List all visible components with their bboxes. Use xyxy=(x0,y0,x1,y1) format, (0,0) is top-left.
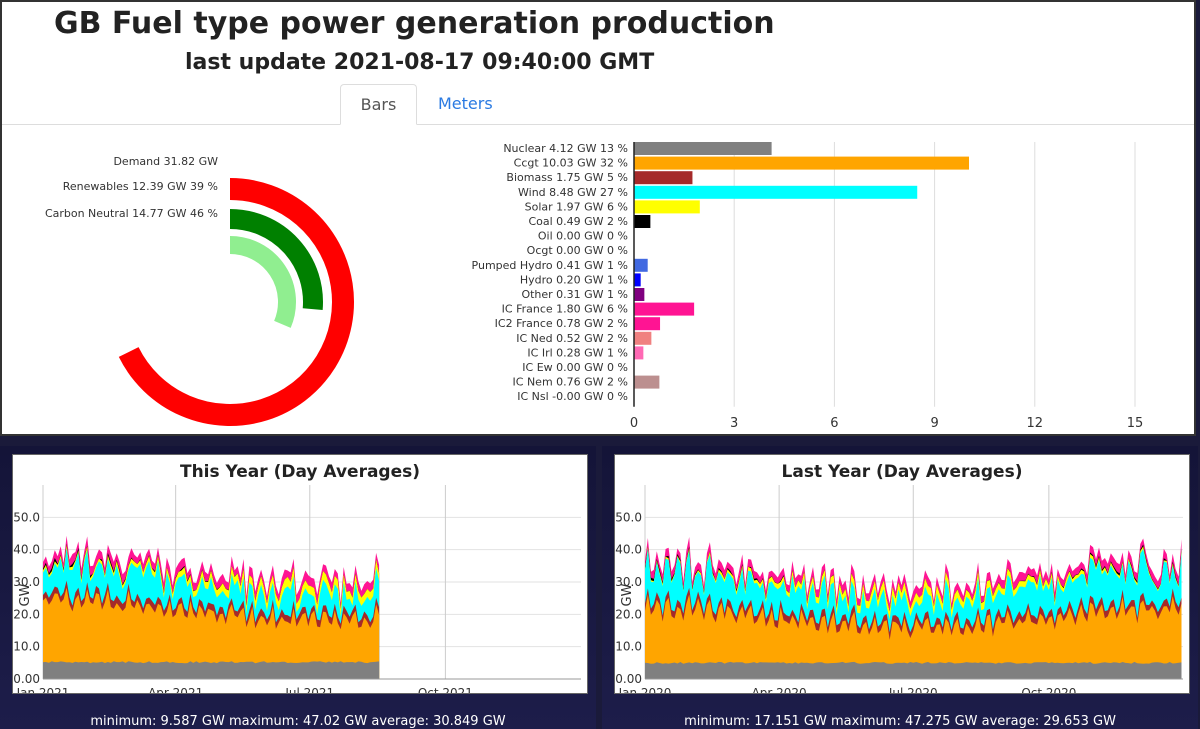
bar-11 xyxy=(634,302,695,316)
radial-label-2: Carbon Neutral 14.77 GW 46 % xyxy=(45,207,218,220)
bar-0 xyxy=(634,142,772,155)
this-year-card: This Year (Day Averages) GW 0.00 10.0 20.0 30… xyxy=(12,454,588,700)
area-ylabel: GW xyxy=(620,583,635,606)
bar-3 xyxy=(634,185,918,199)
area-ytick-5: 50.0 xyxy=(13,510,40,524)
bar-2 xyxy=(634,171,693,185)
tab-bars[interactable]: Bars xyxy=(340,84,417,125)
radial-arc-1 xyxy=(229,209,323,310)
bar-5 xyxy=(634,215,651,228)
area-ytick-2: 20.0 xyxy=(13,607,40,621)
area-layer-ccgt xyxy=(645,594,1182,679)
area-ytick-3: 30.0 xyxy=(615,575,642,589)
bar-label-15: IC Ew 0.00 GW 0 % xyxy=(522,361,628,374)
bar-label-11: IC France 1.80 GW 6 % xyxy=(502,303,628,316)
area-ylabel: GW xyxy=(18,583,33,606)
bar-xtick-0: 0 xyxy=(630,416,638,431)
area-layer-ccgt xyxy=(43,587,380,679)
last-year-panel: Last Year (Day Averages) GW 0.00 10.0 20.0 30… xyxy=(602,446,1198,729)
bar-8 xyxy=(634,258,648,272)
area-xtick-0: Jan 2021 xyxy=(16,686,70,693)
bar-12 xyxy=(634,317,661,331)
area-ytick-2: 20.0 xyxy=(615,607,642,621)
bar-10 xyxy=(634,288,645,301)
area-ytick-0: 0.00 xyxy=(615,672,642,686)
this-year-stats: minimum: 9.587 GW maximum: 47.02 GW aver… xyxy=(90,714,506,729)
area-layer-nuclear xyxy=(645,661,1182,679)
area-title: This Year (Day Averages) xyxy=(180,462,420,482)
bar-xtick-3: 9 xyxy=(930,416,938,431)
area-ytick-3: 30.0 xyxy=(13,575,40,589)
bar-4 xyxy=(634,200,700,214)
area-ytick-0: 0.00 xyxy=(13,672,40,686)
bar-label-8: Pumped Hydro 0.41 GW 1 % xyxy=(472,259,628,272)
area-title: Last Year (Day Averages) xyxy=(782,462,1023,482)
area-xtick-3: Oct 2021 xyxy=(418,686,473,693)
bar-label-12: IC2 France 0.78 GW 2 % xyxy=(495,317,628,330)
bar-label-3: Wind 8.48 GW 27 % xyxy=(518,186,628,199)
bar-label-5: Coal 0.49 GW 2 % xyxy=(528,215,628,228)
bar-xtick-1: 3 xyxy=(730,416,738,431)
fuel-type-bar-chart: 0 3 6 9 12 15 Nuclear 4.12 GW 13 % Ccgt 10.03 G… xyxy=(472,142,1144,431)
bar-label-13: IC Ned 0.52 GW 2 % xyxy=(516,332,628,345)
bar-label-2: Biomass 1.75 GW 5 % xyxy=(506,171,628,184)
bar-label-16: IC Nem 0.76 GW 2 % xyxy=(513,376,628,389)
bar-label-4: Solar 1.97 GW 6 % xyxy=(525,200,628,213)
bar-label-14: IC Irl 0.28 GW 1 % xyxy=(527,346,628,359)
area-xtick-3: Oct 2020 xyxy=(1021,686,1076,693)
area-ytick-1: 10.0 xyxy=(615,640,642,654)
bar-xtick-2: 6 xyxy=(830,416,838,431)
bar-xtick-5: 15 xyxy=(1127,416,1144,431)
bar-label-0: Nuclear 4.12 GW 13 % xyxy=(503,142,628,155)
bar-label-1: Ccgt 10.03 GW 32 % xyxy=(514,157,628,170)
area-ytick-4: 40.0 xyxy=(13,543,40,557)
last-year-card: Last Year (Day Averages) GW 0.00 10.0 20.0 30… xyxy=(614,454,1190,700)
view-tabs: Bars Meters xyxy=(2,84,1194,125)
area-xtick-2: Jul 2020 xyxy=(888,686,938,693)
bar-13 xyxy=(634,331,652,345)
overview-panel: GB Fuel type power generation production… xyxy=(0,0,1196,436)
bar-16 xyxy=(634,375,660,389)
area-xtick-0: Jan 2020 xyxy=(618,686,672,693)
area-xtick-1: Apr 2021 xyxy=(148,686,203,693)
last-year-area-chart: Last Year (Day Averages) GW 0.00 10.0 20.0 30… xyxy=(615,462,1183,700)
bar-label-10: Other 0.31 GW 1 % xyxy=(521,288,628,301)
radial-arc-2 xyxy=(229,236,296,328)
area-xtick-1: Apr 2020 xyxy=(752,686,807,693)
last-year-stats: minimum: 17.151 GW maximum: 47.275 GW av… xyxy=(684,714,1116,729)
this-year-area-chart: This Year (Day Averages) GW 0.00 10.0 20.0 30… xyxy=(13,462,581,700)
page-title: GB Fuel type power generation production xyxy=(54,6,775,41)
area-ytick-4: 40.0 xyxy=(615,543,642,557)
tab-meters[interactable]: Meters xyxy=(438,94,493,113)
demand-radial-chart: Demand 31.82 GW Renewables 12.39 GW 39 % C… xyxy=(45,155,354,426)
bar-label-7: Ocgt 0.00 GW 0 % xyxy=(527,244,628,257)
bar-label-6: Oil 0.00 GW 0 % xyxy=(538,230,628,243)
bar-label-17: IC Nsl -0.00 GW 0 % xyxy=(517,390,628,403)
bar-9 xyxy=(634,273,641,287)
this-year-panel: This Year (Day Averages) GW 0.00 10.0 20.0 30… xyxy=(0,446,596,729)
radial-label-1: Renewables 12.39 GW 39 % xyxy=(63,180,218,193)
area-ytick-1: 10.0 xyxy=(13,640,40,654)
last-update-subtitle: last update 2021-08-17 09:40:00 GMT xyxy=(185,50,655,75)
radial-label-0: Demand 31.82 GW xyxy=(113,155,218,168)
bar-xtick-4: 12 xyxy=(1027,416,1044,431)
area-ytick-5: 50.0 xyxy=(615,510,642,524)
bar-1 xyxy=(634,156,970,170)
area-xtick-2: Jul 2021 xyxy=(284,686,334,693)
radial-arc-0 xyxy=(118,178,354,426)
bar-label-9: Hydro 0.20 GW 1 % xyxy=(520,273,628,286)
bar-14 xyxy=(634,346,644,360)
area-layer-nuclear xyxy=(43,661,380,679)
